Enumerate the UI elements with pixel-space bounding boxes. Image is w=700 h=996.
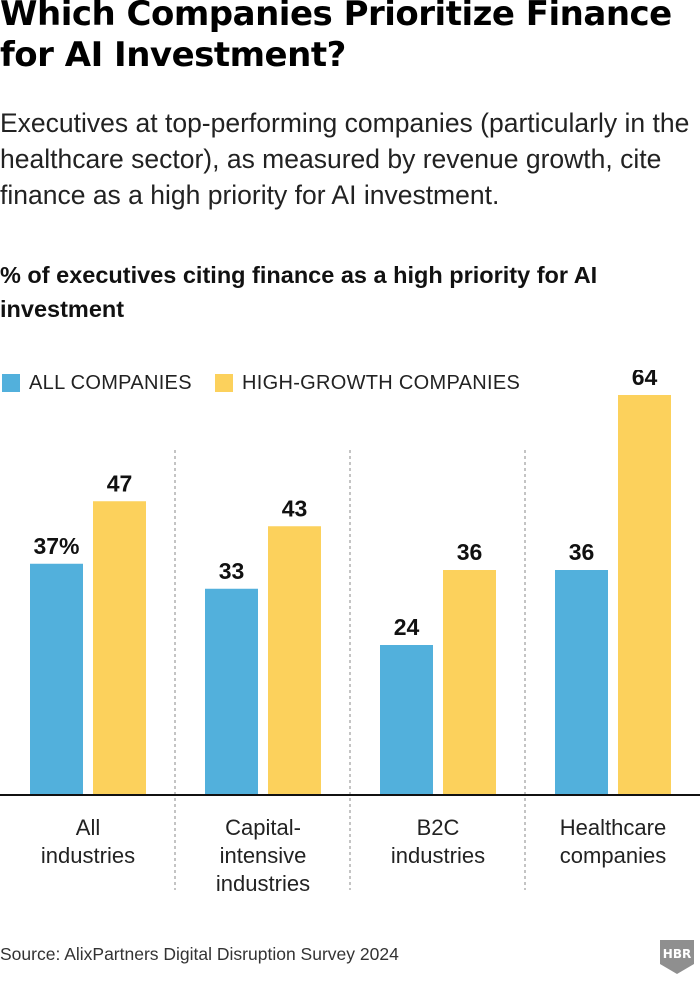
chart-title: % of executives citing finance as a high… (0, 262, 598, 322)
data-label: 24 (394, 614, 420, 640)
category-label: intensive (220, 843, 307, 868)
page-subtitle: Executives at top-performing companies (… (0, 108, 690, 210)
legend-swatch-high-growth (215, 374, 233, 392)
bar-high-growth (443, 570, 496, 795)
data-label: 47 (107, 470, 133, 496)
bar-all-companies (555, 570, 608, 795)
category-label: industries (41, 843, 135, 868)
hbr-logo: HBR (660, 940, 694, 974)
data-label: 43 (282, 495, 308, 521)
category-label: Capital- (225, 815, 301, 840)
data-label: 33 (219, 558, 245, 584)
legend-label-all-companies: ALL COMPANIES (29, 371, 192, 394)
bar-high-growth (618, 395, 671, 795)
bar-high-growth (93, 501, 146, 795)
bar-all-companies (205, 588, 258, 795)
category-label: All (76, 815, 100, 840)
category-label: B2C (417, 815, 460, 840)
data-label: 36 (569, 539, 595, 565)
bar-high-growth (268, 526, 321, 795)
legend-item-all-companies: ALL COMPANIES (2, 370, 192, 396)
legend-item-high-growth: HIGH-GROWTH COMPANIES (215, 370, 520, 396)
legend-label-high-growth: HIGH-GROWTH COMPANIES (242, 371, 521, 394)
category-label: companies (560, 843, 666, 868)
page-title: Which Companies Prioritize Finance for A… (0, 0, 672, 75)
legend-swatch-all-companies (2, 374, 20, 392)
bar-all-companies (380, 645, 433, 795)
source-note: Source: AlixPartners Digital Disruption … (0, 944, 399, 964)
data-label: 37% (33, 533, 79, 559)
category-label: Healthcare (560, 815, 666, 840)
bar-chart: 37% 47 All industries 33 43 Capital-intensive i… (0, 370, 700, 896)
hbr-logo-text: HBR (663, 947, 691, 961)
bar-all-companies (30, 563, 83, 795)
category-label: industries (391, 843, 485, 868)
chart-legend: ALL COMPANIES HIGH-GROWTH COMPANIES (0, 370, 700, 400)
data-label: 64 (632, 370, 658, 390)
category-label: industries (216, 871, 310, 896)
data-label: 36 (457, 539, 483, 565)
hbr-logo-shield (660, 940, 694, 974)
